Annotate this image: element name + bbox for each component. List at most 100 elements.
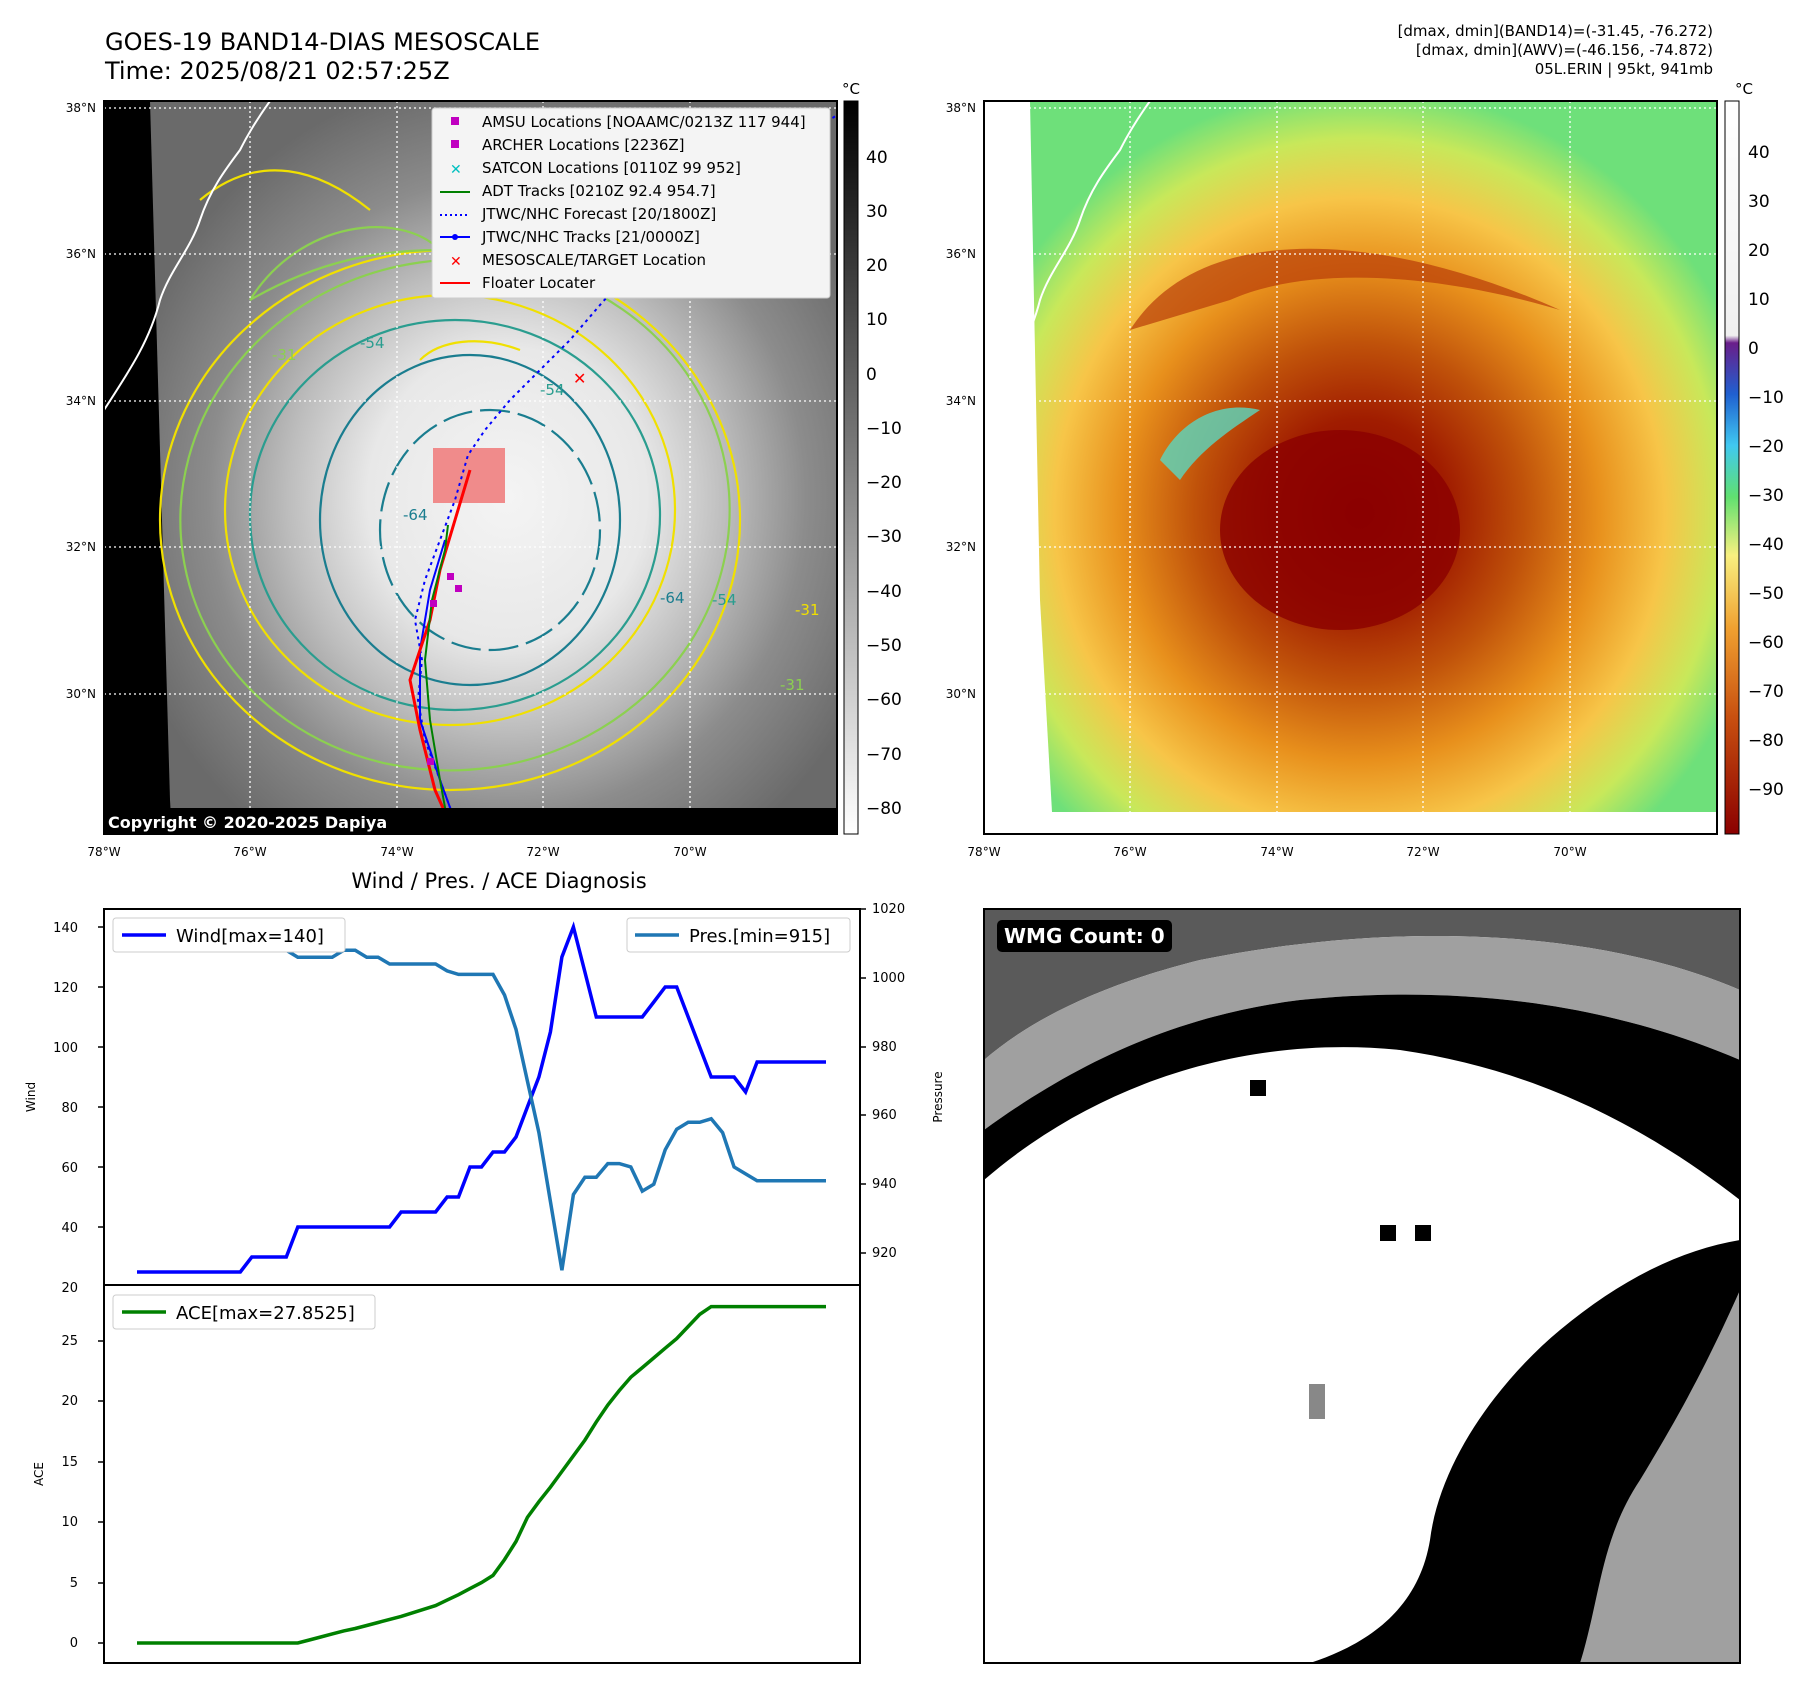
awv-lon-labels: 78°W 76°W 74°W 72°W 70°W bbox=[967, 845, 1586, 859]
pres-tick: 1020 bbox=[872, 902, 905, 917]
colorbar-tick: −90 bbox=[1748, 780, 1784, 800]
colorbar-tick: 30 bbox=[1748, 192, 1770, 212]
colorbar-tick: 0 bbox=[1748, 339, 1759, 359]
wind-legend-box bbox=[112, 917, 346, 953]
colorbar-tick: −30 bbox=[866, 527, 902, 547]
wind-tick: 80 bbox=[61, 1101, 78, 1116]
pres-legend-box bbox=[626, 917, 851, 953]
ir-contour-labels: -54 -31 -64 -54 -64 -54 -31 -31 bbox=[272, 334, 820, 694]
pres-tick: 940 bbox=[872, 1177, 897, 1192]
legend-box bbox=[431, 107, 831, 299]
map-legend: ✕ ✕ AMSU Locations [NOAAMC/0213Z 117 944… bbox=[431, 107, 831, 299]
wind-tick: 40 bbox=[61, 1221, 78, 1236]
legend-marker-archer bbox=[451, 140, 459, 148]
contour-label: -64 bbox=[660, 589, 685, 607]
awv-map-frame bbox=[983, 100, 1718, 835]
ace-tick: 0 bbox=[70, 1636, 78, 1651]
floater-track bbox=[408, 469, 472, 834]
wind-tick: 100 bbox=[53, 1041, 78, 1056]
awv-map-panel bbox=[983, 100, 1718, 835]
colorbar-tick: −30 bbox=[1748, 486, 1784, 506]
wmg-inner-gray bbox=[1580, 1290, 1740, 1663]
awv-core bbox=[1220, 430, 1460, 630]
wind-tick: 20 bbox=[61, 1281, 78, 1296]
wmg-outer-dark bbox=[984, 909, 1740, 1060]
ir-colorbar-unit: °C bbox=[842, 80, 860, 98]
awv-colorbar-unit: °C bbox=[1735, 80, 1753, 98]
contour-label: -31 bbox=[272, 346, 297, 364]
lat-label: 34°N bbox=[66, 394, 96, 408]
lat-label: 30°N bbox=[946, 687, 976, 701]
contour-label: -64 bbox=[403, 506, 428, 524]
lat-label: 36°N bbox=[946, 247, 976, 261]
ace-axis-label: ACE bbox=[32, 1462, 46, 1486]
info-storm: 05L.ERIN | 95kt, 941mb bbox=[1534, 60, 1713, 78]
wind-tick: 60 bbox=[61, 1161, 78, 1176]
colorbar-tick: −80 bbox=[866, 799, 902, 819]
legend-marker-target: ✕ bbox=[450, 254, 462, 270]
pres-tick: 980 bbox=[872, 1040, 897, 1055]
awv-band bbox=[1130, 248, 1560, 330]
lat-label: 32°N bbox=[66, 540, 96, 554]
legend-label: Floater Locater bbox=[482, 274, 596, 292]
awv-colorbar-bar bbox=[1724, 100, 1740, 835]
colorbar-tick: −20 bbox=[1748, 437, 1784, 457]
wmg-frame bbox=[983, 908, 1741, 1664]
ir-colorbar: °C 40 30 20 10 0 −10 −20 −30 −40 −50 −60… bbox=[842, 80, 902, 835]
ir-lat-labels: 38°N 36°N 34°N 32°N 30°N bbox=[66, 101, 96, 701]
lon-label: 76°W bbox=[1113, 845, 1146, 859]
pres-tick: 920 bbox=[872, 1246, 897, 1261]
legend-marker-amsu bbox=[451, 117, 459, 125]
adt-track bbox=[423, 524, 451, 834]
legend-label: JTWC/NHC Tracks [21/0000Z] bbox=[481, 228, 700, 246]
jtwc-track bbox=[419, 539, 461, 834]
ir-colorbar-bar bbox=[843, 100, 859, 835]
legend-marker-satcon: ✕ bbox=[450, 162, 462, 178]
target-marker: ✕ bbox=[573, 369, 586, 388]
colorbar-tick: −40 bbox=[866, 582, 902, 602]
wind-pres-chart: 140 120 100 80 60 40 20 1020 1000 980 96… bbox=[24, 902, 945, 1296]
lat-label: 34°N bbox=[946, 394, 976, 408]
contour-label: -54 bbox=[360, 334, 385, 352]
colorbar-tick: 30 bbox=[866, 202, 888, 222]
wmg-outer-gray bbox=[984, 936, 1740, 1130]
pres-tick: 1000 bbox=[872, 971, 905, 986]
wmg-speck bbox=[1309, 1384, 1325, 1419]
lat-label: 38°N bbox=[946, 101, 976, 115]
legend-label: JTWC/NHC Forecast [20/1800Z] bbox=[481, 205, 716, 223]
awv-dry-slot bbox=[1160, 407, 1260, 480]
legend-marker-jtwc-dot bbox=[452, 234, 458, 240]
ace-legend-box bbox=[112, 1294, 376, 1330]
copyright-bar bbox=[104, 808, 837, 834]
ir-map-frame bbox=[103, 100, 838, 835]
lon-label: 78°W bbox=[967, 845, 1000, 859]
lon-label: 78°W bbox=[87, 845, 120, 859]
legend-label: ARCHER Locations [2236Z] bbox=[482, 136, 685, 154]
forecast-track bbox=[413, 114, 837, 834]
lon-label: 70°W bbox=[1553, 845, 1586, 859]
contour-label: -31 bbox=[780, 676, 805, 694]
awv-coastline bbox=[984, 101, 1151, 411]
lon-label: 72°W bbox=[526, 845, 559, 859]
lat-label: 36°N bbox=[66, 247, 96, 261]
legend-label: MESOSCALE/TARGET Location bbox=[482, 251, 706, 269]
copyright-text: Copyright © 2020-2025 Dapiya bbox=[108, 813, 387, 832]
title-product: GOES-19 BAND14-DIAS MESOSCALE bbox=[105, 28, 541, 56]
legend-label: ADT Tracks [0210Z 92.4 954.7] bbox=[482, 182, 716, 200]
wmg-speck bbox=[1415, 1225, 1431, 1241]
ace-tick: 5 bbox=[70, 1576, 78, 1591]
ir-coastline bbox=[104, 101, 271, 411]
colorbar-tick: −50 bbox=[1748, 584, 1784, 604]
wmg-speck bbox=[1250, 1080, 1266, 1096]
pres-legend-label: Pres.[min=915] bbox=[689, 926, 830, 947]
wind-series-line bbox=[137, 921, 826, 1274]
ace-frame bbox=[103, 1284, 861, 1664]
colorbar-tick: −20 bbox=[866, 473, 902, 493]
contour-label: -54 bbox=[540, 381, 565, 399]
lat-label: 30°N bbox=[66, 687, 96, 701]
wind-pres-frame bbox=[103, 908, 861, 1286]
colorbar-tick: −40 bbox=[1748, 535, 1784, 555]
contour-label: -31 bbox=[795, 601, 820, 619]
pres-axis-label: Pressure bbox=[931, 1071, 945, 1122]
